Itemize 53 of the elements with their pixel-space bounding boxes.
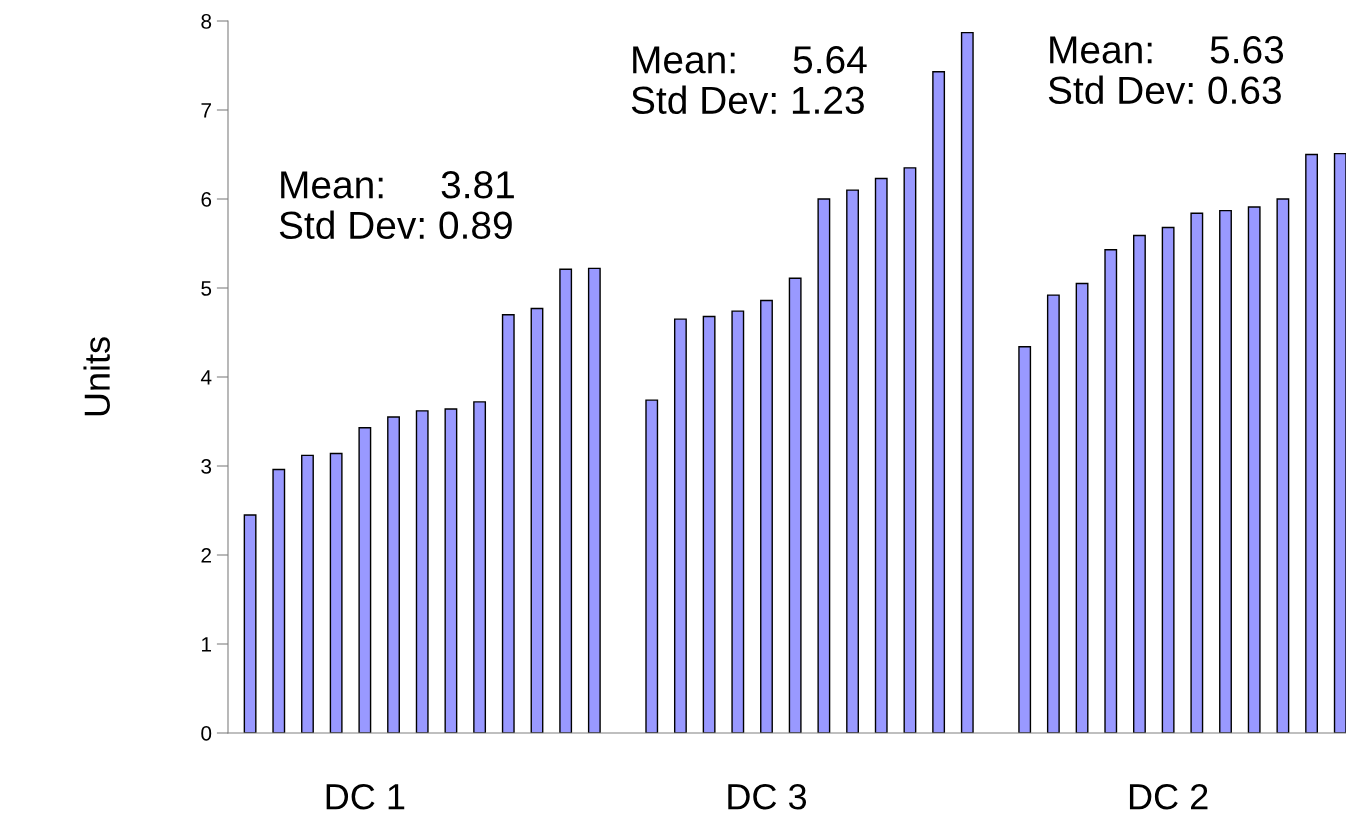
bar [1018, 346, 1032, 733]
y-tick-label: 7 [201, 103, 211, 118]
bar [530, 307, 544, 733]
bar [1046, 294, 1060, 733]
bar [444, 408, 458, 733]
bar [960, 31, 974, 733]
bar [1133, 234, 1146, 733]
bar [760, 299, 773, 733]
bar [673, 318, 687, 733]
bar [1104, 249, 1118, 733]
y-tick-label: 2 [201, 548, 211, 563]
bar [874, 177, 888, 733]
bar [1247, 206, 1261, 733]
bar [559, 268, 573, 733]
y-tick-label: 6 [201, 192, 212, 207]
bar [731, 310, 745, 733]
bar [1190, 212, 1204, 733]
bar [587, 267, 601, 733]
x-tick-label: DC 2 [1129, 783, 1208, 810]
bar [358, 427, 372, 733]
x-tick-label: DC 3 [728, 783, 807, 810]
y-tick-label: 3 [201, 459, 212, 474]
bar [1305, 153, 1319, 733]
annotation: Mean: 5.64 Std Dev: 1.23 [631, 46, 867, 115]
bar [1219, 209, 1232, 733]
bar [1333, 152, 1346, 733]
bar [702, 315, 716, 733]
bar [272, 468, 286, 733]
bar [846, 189, 859, 733]
annotation: Mean: 3.81 Std Dev: 0.89 [279, 171, 514, 240]
bar [243, 514, 257, 733]
bar [932, 71, 946, 733]
bar [903, 167, 917, 733]
bar [1276, 198, 1290, 733]
bar [1161, 226, 1175, 733]
y-tick-label: 5 [201, 281, 212, 296]
annotation: Mean: 5.63 Std Dev: 0.63 [1048, 36, 1284, 105]
y-tick-label: 8 [201, 14, 212, 29]
bar [501, 314, 515, 733]
bar [788, 277, 802, 733]
y-tick-label: 4 [200, 370, 212, 385]
y-tick-label: 0 [201, 726, 212, 741]
x-tick-label: DC 1 [326, 783, 405, 810]
bar [817, 198, 831, 733]
y-axis-title: Units [83, 337, 110, 416]
bar [473, 401, 487, 733]
bar [329, 452, 343, 733]
y-tick-label: 1 [202, 637, 212, 652]
bar [415, 410, 429, 733]
bar [1075, 282, 1089, 733]
bar [387, 416, 400, 733]
bar [301, 454, 314, 733]
bar [645, 399, 659, 733]
